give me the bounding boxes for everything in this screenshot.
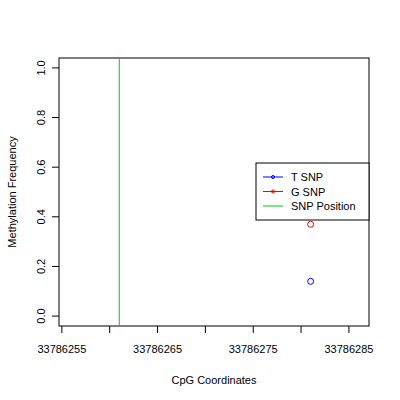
y-tick-label: 1.0: [35, 60, 47, 75]
y-tick-label: 0.2: [35, 259, 47, 274]
y-tick-label: 0.8: [35, 110, 47, 125]
y-tick: [52, 216, 59, 217]
legend-key-marker: [272, 190, 275, 193]
legend-key: [263, 206, 283, 207]
y-axis-label: Methylation Frequency: [6, 136, 18, 248]
x-tick-label: 33786275: [229, 343, 278, 355]
chart: 33786255 33786265 33786275 33786285 0.0 0.2 0.…: [0, 0, 400, 400]
y-tick: [52, 67, 59, 68]
legend-label: SNP Position: [291, 200, 356, 212]
y-tick: [52, 316, 59, 317]
x-tick: [109, 326, 110, 333]
x-tick-label: 33786255: [37, 343, 86, 355]
legend: T SNP G SNP SNP Position: [256, 163, 369, 220]
y-tick-label: 0.4: [35, 209, 47, 224]
y-tick: [52, 117, 59, 118]
x-tick: [157, 326, 158, 333]
x-tick: [61, 326, 62, 333]
x-tick: [205, 326, 206, 333]
x-tick-label: 33786265: [133, 343, 182, 355]
legend-label: G SNP: [291, 186, 325, 198]
legend-key-marker: [272, 176, 275, 179]
y-tick-label: 0.6: [35, 160, 47, 175]
point: [308, 278, 314, 284]
point: [308, 221, 314, 227]
legend-box: [256, 163, 369, 220]
x-axis-label: CpG Coordinates: [172, 374, 257, 386]
x-tick-label: 33786285: [324, 343, 373, 355]
legend-key: [263, 177, 283, 178]
legend-label: T SNP: [291, 171, 323, 183]
x-tick: [253, 326, 254, 333]
x-tick: [301, 326, 302, 333]
snp-position-line: [119, 58, 120, 326]
y-tick: [52, 167, 59, 168]
y-tick-label: 0.0: [35, 308, 47, 323]
plot-frame: [59, 58, 369, 326]
legend-key: [263, 191, 283, 192]
y-tick: [52, 266, 59, 267]
x-tick: [348, 326, 349, 333]
